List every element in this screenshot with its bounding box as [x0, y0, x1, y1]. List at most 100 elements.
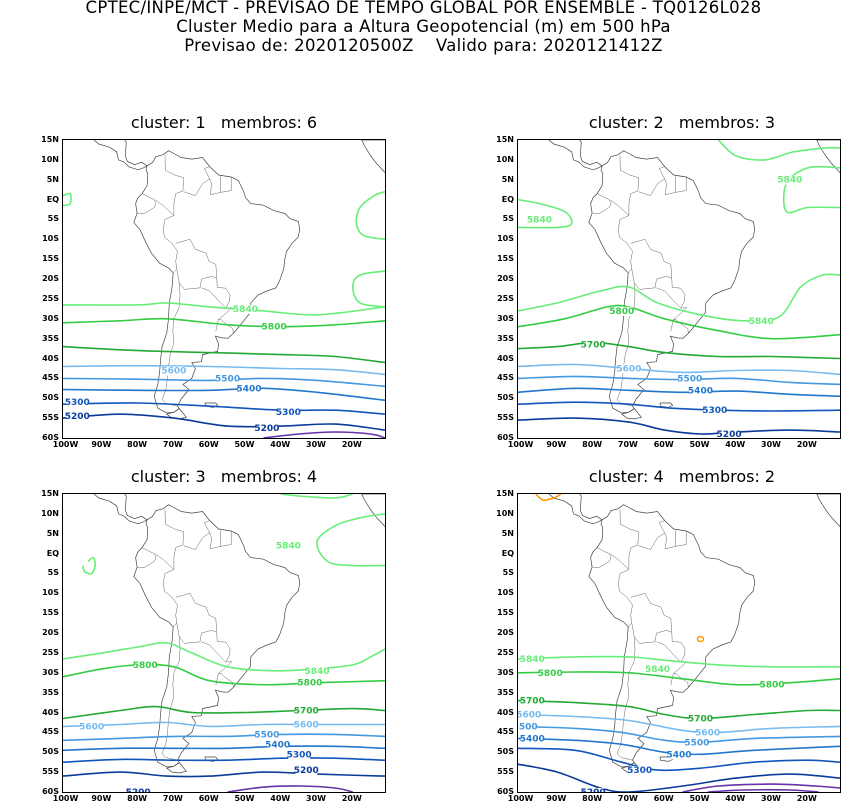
lat-tick-label: 35S — [42, 687, 59, 697]
contour-label-bg — [518, 710, 540, 720]
lat-tick-label: 5N — [501, 528, 514, 538]
south-america-coastline — [588, 504, 756, 768]
isoline-5400 — [518, 737, 840, 756]
isoline-5840 — [518, 198, 573, 229]
header-title-line2: Cluster Medio para a Altura Geopotencial… — [176, 17, 671, 36]
lat-tick-label: 5S — [502, 568, 514, 578]
contour-label-bg — [689, 714, 712, 724]
isoline-5300 — [63, 402, 385, 415]
contour-label: 5400 — [520, 734, 545, 744]
contour-label: 5800 — [297, 679, 322, 689]
lon-tick-label: 50W — [234, 440, 255, 449]
contour-label: 5800 — [262, 323, 287, 333]
lon-tick-label: 50W — [689, 440, 710, 449]
isoline-5840 — [63, 642, 385, 672]
contour-label-bg — [127, 788, 150, 792]
contour-label: 5840 — [520, 655, 545, 665]
isoline-5600 — [63, 364, 385, 376]
lon-tick-label: 40W — [725, 794, 746, 803]
contour-label: 5400 — [237, 384, 262, 394]
contour-label-bg — [288, 750, 311, 760]
country-border — [672, 307, 689, 334]
high-cell-isoline — [535, 494, 562, 501]
africa-coastline — [816, 140, 840, 174]
isoline-5200 — [518, 417, 840, 435]
lat-tick-label: 40S — [497, 707, 514, 717]
contour-label: 5200 — [254, 424, 279, 434]
lat-tick-label: 20S — [497, 274, 514, 284]
map-panel-3: 5840 5800 5840 5800 5700 5600 5600 5500 5400 5300… — [62, 493, 386, 793]
country-border — [183, 520, 211, 550]
lon-tick-label: 100W — [52, 794, 79, 803]
south-america-coastline — [133, 504, 301, 768]
africa-coastline — [816, 494, 840, 528]
africa-coastline — [361, 494, 385, 528]
lat-tick-label: 25S — [497, 293, 514, 303]
lat-tick-label: 60S — [42, 433, 59, 442]
contour-label-bg — [528, 215, 551, 225]
country-border — [217, 661, 234, 688]
isoline-5200 — [63, 771, 385, 778]
lat-tick-label: EQ — [501, 548, 514, 558]
lon-tick-label: 60W — [653, 440, 674, 449]
lat-tick-label: 10N — [41, 508, 59, 518]
central-america-coastline — [548, 494, 603, 525]
isoline-5800 — [518, 671, 840, 686]
contour-label-bg — [134, 660, 157, 670]
map-panel-2: 5840 5840 5800 5840 5700 5600 5500 5400 5300 5200 — [517, 139, 841, 439]
contour-label-bg — [518, 722, 537, 732]
isoline-5100 — [682, 783, 840, 792]
country-border — [610, 509, 639, 571]
country-border — [664, 177, 687, 196]
isoline-5700 — [518, 341, 840, 360]
lat-tick-label: 40S — [42, 707, 59, 717]
contour-label-bg — [238, 384, 261, 394]
lat-tick-label: 10S — [497, 588, 514, 598]
isoline-5840 — [518, 273, 840, 322]
contour-label: 5840 — [304, 667, 329, 677]
contour-label: 5840 — [645, 665, 670, 675]
lat-tick-label: 20S — [42, 274, 59, 284]
contour-label-bg — [521, 696, 544, 706]
contour-label-bg — [610, 306, 633, 316]
country-border — [670, 673, 674, 686]
isoline-5840 — [518, 655, 840, 668]
contour-label: 5500 — [677, 374, 702, 384]
lon-tick-label: 80W — [127, 440, 148, 449]
country-border — [630, 593, 673, 644]
lon-tick-label: 90W — [546, 794, 567, 803]
lat-tick-label: 25S — [42, 293, 59, 303]
map-svg: 5840584058005800570057005600560055005500… — [518, 494, 840, 792]
lat-tick-label: 15S — [42, 608, 59, 618]
contour-label-bg — [295, 766, 318, 776]
lat-tick-label: 10N — [41, 154, 59, 164]
contour-label: 5600 — [294, 720, 319, 730]
lon-tick-label: 40W — [270, 794, 291, 803]
lat-tick-label: 15S — [497, 608, 514, 618]
lat-tick-label: 45S — [497, 373, 514, 383]
lat-tick-label: 35S — [497, 333, 514, 343]
contour-label-bg — [678, 374, 701, 384]
map-svg: 5840 5800 5840 5800 5700 5600 5600 550054005300… — [63, 494, 385, 792]
country-border — [155, 509, 184, 571]
lon-tick-label: 80W — [582, 794, 603, 803]
lat-tick-label: 55S — [42, 413, 59, 423]
contour-label-bg — [266, 740, 289, 750]
contour-label-bg — [582, 340, 605, 350]
lat-tick-label: 10N — [496, 154, 514, 164]
lat-tick-label: 25S — [42, 647, 59, 657]
lat-tick-label: 50S — [497, 393, 514, 403]
lat-tick-label: 5S — [47, 568, 59, 578]
lat-tick-label: 5S — [47, 214, 59, 224]
contour-label: 5600 — [161, 366, 186, 376]
central-america-coastline — [93, 140, 148, 171]
lat-tick-label: 15N — [496, 489, 514, 498]
lon-tick-label: 20W — [341, 440, 362, 449]
lat-tick-label: EQ — [46, 194, 59, 204]
contour-label: 5840 — [749, 317, 774, 327]
isoline-5700 — [63, 345, 385, 364]
lon-tick-label: 70W — [617, 794, 638, 803]
lat-tick-label: 40S — [42, 353, 59, 363]
country-border — [175, 239, 218, 290]
contour-label: 5200 — [294, 766, 319, 776]
